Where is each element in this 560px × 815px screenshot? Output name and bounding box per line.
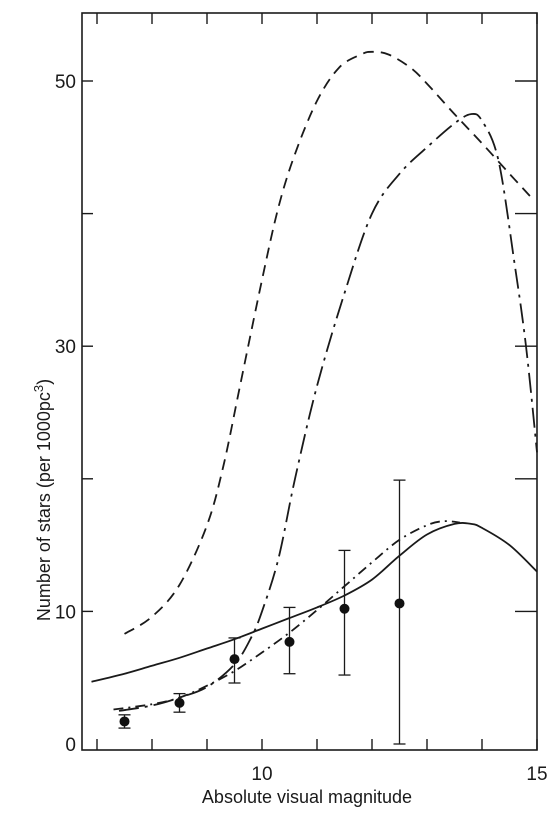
x-tick-label-15: 15 xyxy=(526,764,547,785)
y-tick-label-0: 0 xyxy=(65,735,76,756)
x-tick-label-10: 10 xyxy=(251,764,272,785)
plot-frame xyxy=(81,12,538,751)
data-point-0 xyxy=(119,716,130,727)
axis-ticks xyxy=(82,13,538,750)
observed-points xyxy=(119,598,405,727)
y-axis-title-superscript: 3 xyxy=(31,385,46,392)
data-point-3 xyxy=(284,636,295,647)
curve-dash-dot xyxy=(113,520,461,711)
data-point-5 xyxy=(394,598,405,609)
error-bars xyxy=(118,479,406,745)
y-axis-title-main: Number of stars (per 1000pc xyxy=(34,392,54,621)
axis-tick-labels: 10 15 0 10 30 50 xyxy=(55,72,548,785)
y-axis-title: Number of stars (per 1000pc3) xyxy=(31,379,54,621)
curve-long-dash-dot xyxy=(118,112,538,712)
y-tick-label-10: 10 xyxy=(55,602,76,623)
y-axis-title-close: ) xyxy=(34,379,54,385)
y-tick-label-30: 30 xyxy=(55,337,76,358)
data-point-4 xyxy=(339,603,350,614)
curve-dashed xyxy=(124,50,533,635)
curve-solid xyxy=(91,522,538,683)
y-tick-label-50: 50 xyxy=(55,72,76,93)
data-point-2 xyxy=(229,654,240,665)
x-axis-title: Absolute visual magnitude xyxy=(202,787,412,807)
model-curves xyxy=(91,50,538,712)
data-point-1 xyxy=(174,697,185,708)
